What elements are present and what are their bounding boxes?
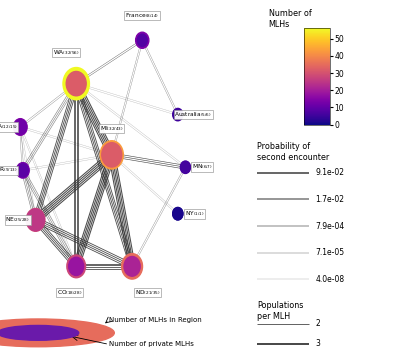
Text: Australia$_{(5/6)}$: Australia$_{(5/6)}$ xyxy=(174,110,212,119)
Text: CA$_{(12/15)}$: CA$_{(12/15)}$ xyxy=(0,123,18,131)
Text: CO$_{(18/28)}$: CO$_{(18/28)}$ xyxy=(57,289,82,297)
Circle shape xyxy=(69,257,84,276)
Text: Probability of
second encounter: Probability of second encounter xyxy=(257,142,329,162)
Circle shape xyxy=(0,319,114,347)
Text: NY$_{(1/1)}$: NY$_{(1/1)}$ xyxy=(184,210,204,218)
Circle shape xyxy=(66,72,86,96)
Text: Populations
per MLH: Populations per MLH xyxy=(257,301,303,321)
Text: NE$_{(25/28)}$: NE$_{(25/28)}$ xyxy=(6,216,30,224)
Circle shape xyxy=(0,325,79,340)
Text: France$_{(8/14)}$: France$_{(8/14)}$ xyxy=(125,11,159,20)
Text: MI$_{(32/43)}$: MI$_{(32/43)}$ xyxy=(100,125,124,133)
Text: 9.1e-02: 9.1e-02 xyxy=(315,168,344,177)
Circle shape xyxy=(124,256,140,276)
Text: Number of
MLHs: Number of MLHs xyxy=(269,9,311,29)
Circle shape xyxy=(14,120,26,135)
Text: ND$_{(21/35)}$: ND$_{(21/35)}$ xyxy=(134,289,160,297)
Text: Number of private MLHs: Number of private MLHs xyxy=(109,341,194,347)
Circle shape xyxy=(100,141,123,169)
Text: Number of MLHs in Region: Number of MLHs in Region xyxy=(109,317,202,323)
Circle shape xyxy=(181,162,190,173)
Circle shape xyxy=(18,164,28,177)
Circle shape xyxy=(26,209,45,231)
Circle shape xyxy=(173,208,183,220)
Circle shape xyxy=(173,208,183,220)
Text: 1.7e-02: 1.7e-02 xyxy=(315,195,344,204)
Circle shape xyxy=(14,119,27,135)
Circle shape xyxy=(67,255,86,278)
Text: MN$_{(6/7)}$: MN$_{(6/7)}$ xyxy=(192,163,212,171)
Circle shape xyxy=(173,108,183,121)
Text: 4.0e-08: 4.0e-08 xyxy=(315,275,344,284)
Text: OR$_{(9/13)}$: OR$_{(9/13)}$ xyxy=(0,166,18,174)
Text: 7.1e-05: 7.1e-05 xyxy=(315,248,344,257)
Circle shape xyxy=(173,109,182,120)
Circle shape xyxy=(180,161,190,173)
Text: 7.9e-04: 7.9e-04 xyxy=(315,221,344,231)
Circle shape xyxy=(136,32,149,48)
Circle shape xyxy=(27,209,44,231)
Text: 2: 2 xyxy=(315,319,320,329)
Circle shape xyxy=(63,68,90,100)
Circle shape xyxy=(122,253,142,279)
Text: WA$_{(32/56)}$: WA$_{(32/56)}$ xyxy=(53,48,79,57)
Text: 3: 3 xyxy=(315,339,320,348)
Circle shape xyxy=(102,143,122,167)
Circle shape xyxy=(16,163,29,178)
Circle shape xyxy=(137,34,147,46)
